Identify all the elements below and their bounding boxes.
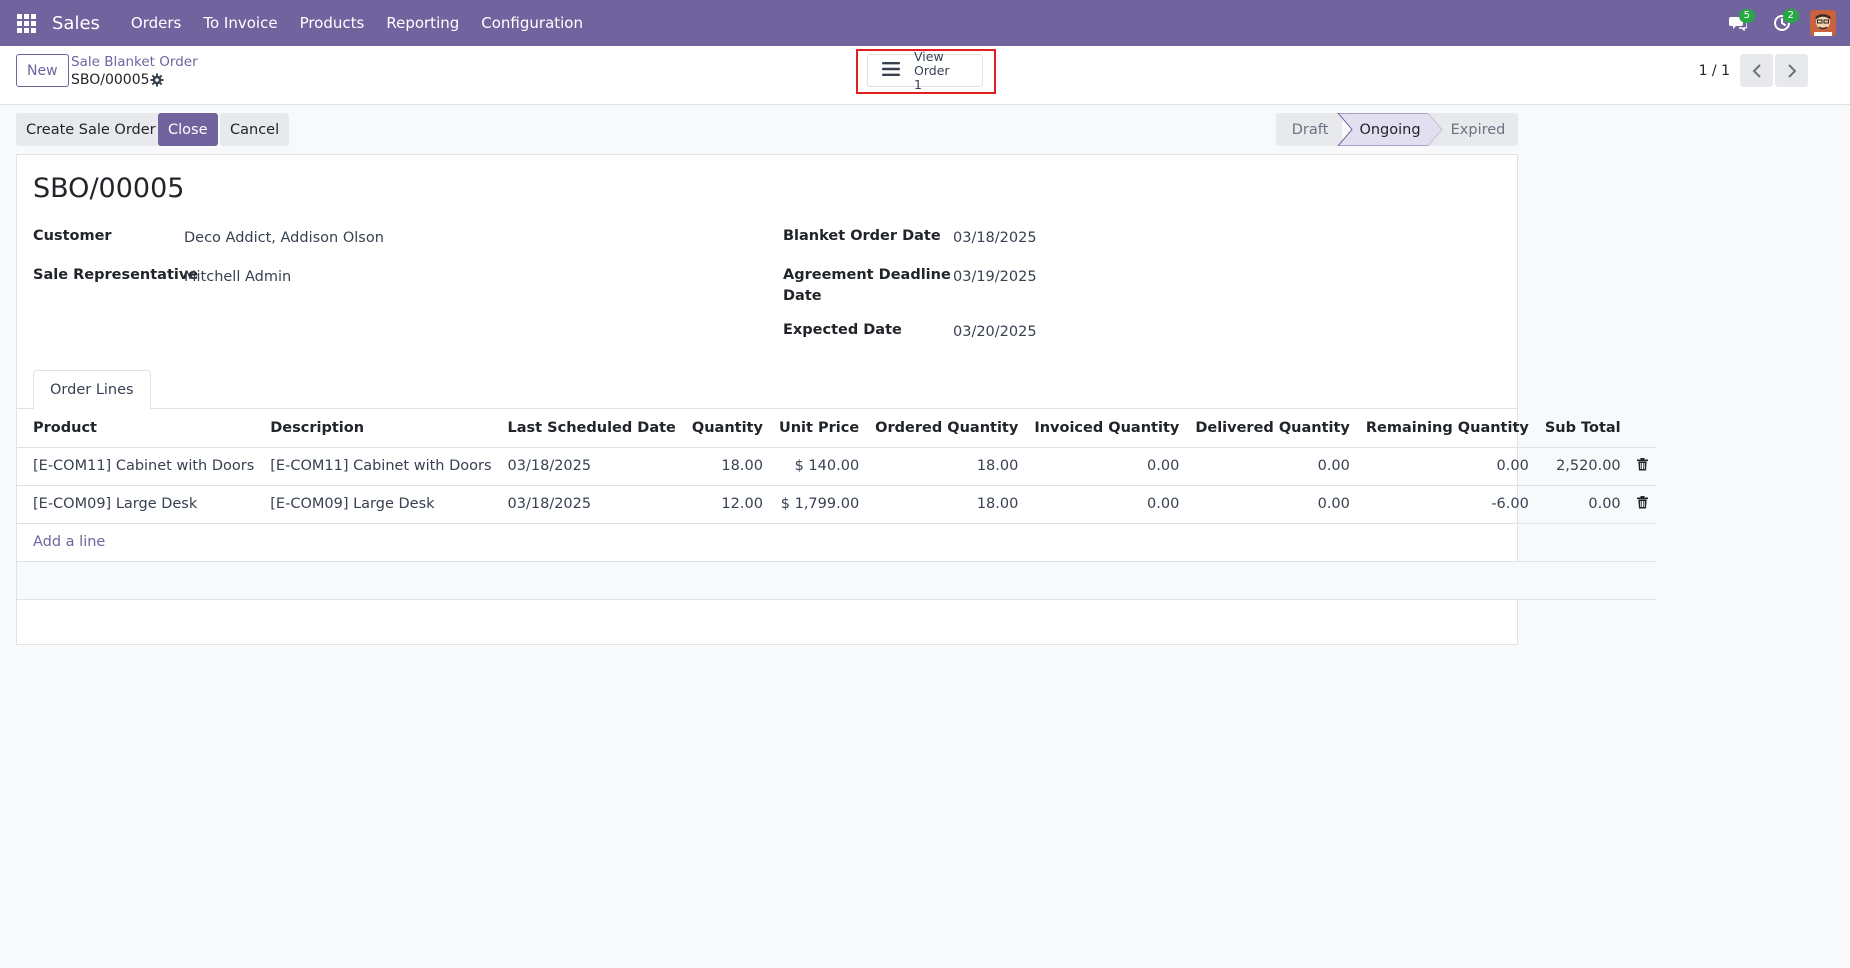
cell-delivered-quantity[interactable]: 0.00 [1187, 485, 1358, 524]
expected-date-label: Expected Date [783, 322, 902, 338]
agreement-deadline-field[interactable]: 03/19/2025 [953, 269, 1037, 285]
form-sheet: SBO/00005 Customer Deco Addict, Addison … [16, 154, 1656, 645]
smart-button-label: View Order [914, 48, 950, 78]
gear-icon[interactable] [150, 73, 164, 91]
messages-button[interactable]: 5 [1716, 0, 1760, 46]
menu-to-invoice[interactable]: To Invoice [203, 14, 278, 32]
menu-reporting[interactable]: Reporting [386, 14, 460, 32]
menu-orders[interactable]: Orders [130, 14, 182, 32]
cell-invoiced-quantity[interactable]: 0.00 [1026, 447, 1188, 486]
sale-representative-field[interactable]: Mitchell Admin [184, 269, 292, 285]
cell-product[interactable]: [E-COM09] Large Desk [17, 485, 263, 524]
breadcrumb-parent[interactable]: Sale Blanket Order [71, 54, 198, 70]
pager-value[interactable]: 1 / 1 [1698, 62, 1730, 79]
close-button[interactable]: Close [158, 113, 218, 146]
column-header-unit-price[interactable]: Unit Price [770, 409, 868, 448]
blanket-order-date-field[interactable]: 03/18/2025 [953, 230, 1037, 246]
cell-remaining-quantity[interactable]: 0.00 [1357, 447, 1537, 486]
cell-sub-total[interactable]: 0.00 [1536, 485, 1629, 524]
cell-ordered-quantity[interactable]: 18.00 [867, 447, 1027, 486]
smart-button-text: View Order 1 [914, 48, 982, 92]
tab-order-lines[interactable]: Order Lines [33, 370, 151, 410]
column-header-invoiced-quantity[interactable]: Invoiced Quantity [1026, 409, 1188, 448]
cell-description[interactable]: [E-COM11] Cabinet with Doors [262, 447, 500, 486]
view-order-smart-button[interactable]: View Order 1 [867, 49, 983, 91]
highlight-outline [856, 49, 996, 94]
cell-remaining-quantity[interactable]: -6.00 [1357, 485, 1537, 524]
column-header-description[interactable]: Description [262, 409, 500, 448]
cell-unit-price[interactable]: $ 1,799.00 [770, 485, 868, 524]
agreement-deadline-label: Agreement Deadline Date [783, 265, 951, 307]
record-title: SBO/00005 [33, 173, 185, 204]
trash-icon [1636, 457, 1648, 470]
user-avatar[interactable] [1810, 10, 1836, 36]
smart-button-count: 1 [914, 76, 922, 92]
stage-ongoing[interactable]: Ongoing [1359, 121, 1421, 138]
customer-label: Customer [33, 228, 112, 244]
cell-product[interactable]: [E-COM11] Cabinet with Doors [17, 447, 263, 486]
column-header-last-scheduled-date[interactable]: Last Scheduled Date [499, 409, 684, 448]
chevron-right-icon [1787, 63, 1796, 78]
cell-last-scheduled-date[interactable]: 03/18/2025 [499, 485, 684, 524]
table-row[interactable]: [E-COM11] Cabinet with Doors [E-COM11] C… [17, 447, 1656, 486]
create-sale-order-button[interactable]: Create Sale Order [16, 113, 166, 146]
menu-configuration[interactable]: Configuration [481, 14, 583, 32]
control-panel: New Sale Blanket Order SBO/00005 [0, 46, 1850, 105]
agreement-deadline-label-line1: Agreement Deadline [783, 267, 951, 283]
notebook-tabs: Order Lines [17, 370, 1517, 410]
list-icon [882, 61, 900, 81]
activities-count-badge: 2 [1782, 9, 1799, 23]
blanket-order-date-label: Blanket Order Date [783, 228, 941, 244]
customer-field[interactable]: Deco Addict, Addison Olson [184, 230, 384, 246]
cancel-button[interactable]: Cancel [220, 113, 290, 146]
cell-ordered-quantity[interactable]: 18.00 [867, 485, 1027, 524]
cell-unit-price[interactable]: $ 140.00 [770, 447, 868, 486]
column-header-delivered-quantity[interactable]: Delivered Quantity [1187, 409, 1358, 448]
cell-last-scheduled-date[interactable]: 03/18/2025 [499, 447, 684, 486]
expected-date-field[interactable]: 03/20/2025 [953, 324, 1037, 340]
clock-icon [1774, 15, 1790, 31]
delete-line-button[interactable] [1628, 447, 1656, 486]
agreement-deadline-label-line2: Date [783, 288, 822, 304]
order-lines-table: Product Description Last Scheduled Date … [17, 409, 1656, 600]
column-header-ordered-quantity[interactable]: Ordered Quantity [867, 409, 1027, 448]
pager-next-button[interactable] [1775, 54, 1808, 87]
stage-pipeline: Draft Ongoing Expired [1276, 113, 1518, 146]
stage-expired[interactable]: Expired [1450, 121, 1506, 138]
apps-grid-icon[interactable] [0, 0, 52, 46]
cell-description[interactable]: [E-COM09] Large Desk [262, 485, 500, 524]
new-button[interactable]: New [16, 54, 69, 87]
sale-representative-label: Sale Representative [33, 267, 199, 283]
cell-invoiced-quantity[interactable]: 0.00 [1026, 485, 1188, 524]
table-header-row: Product Description Last Scheduled Date … [17, 409, 1656, 448]
menu-products[interactable]: Products [299, 14, 365, 32]
cell-quantity[interactable]: 12.00 [683, 485, 771, 524]
add-line-row: Add a line [17, 523, 1656, 562]
empty-row [17, 561, 1656, 600]
cell-quantity[interactable]: 18.00 [683, 447, 771, 486]
pager-previous-button[interactable] [1740, 54, 1773, 87]
messages-count-badge: 5 [1738, 9, 1755, 23]
column-header-actions [1628, 409, 1656, 448]
top-navbar: Sales Orders To Invoice Products Reporti… [0, 0, 1850, 46]
delete-line-button[interactable] [1628, 485, 1656, 524]
table-row[interactable]: [E-COM09] Large Desk [E-COM09] Large Des… [17, 485, 1656, 524]
breadcrumb-current: SBO/00005 [71, 72, 150, 88]
app-name[interactable]: Sales [52, 12, 100, 34]
cell-delivered-quantity[interactable]: 0.00 [1187, 447, 1358, 486]
column-header-product[interactable]: Product [17, 409, 263, 448]
column-header-sub-total[interactable]: Sub Total [1536, 409, 1629, 448]
column-header-quantity[interactable]: Quantity [683, 409, 771, 448]
column-header-remaining-quantity[interactable]: Remaining Quantity [1357, 409, 1537, 448]
add-a-line-link[interactable]: Add a line [33, 534, 106, 550]
status-bar: Create Sale Order Close Cancel Draft Ong… [16, 113, 1518, 146]
cell-sub-total[interactable]: 2,520.00 [1536, 447, 1629, 486]
chevron-left-icon [1752, 63, 1761, 78]
stage-draft[interactable]: Draft [1291, 121, 1329, 138]
trash-icon [1636, 495, 1648, 508]
pager: 1 / 1 [1699, 54, 1808, 87]
activities-button[interactable]: 2 [1760, 0, 1804, 46]
